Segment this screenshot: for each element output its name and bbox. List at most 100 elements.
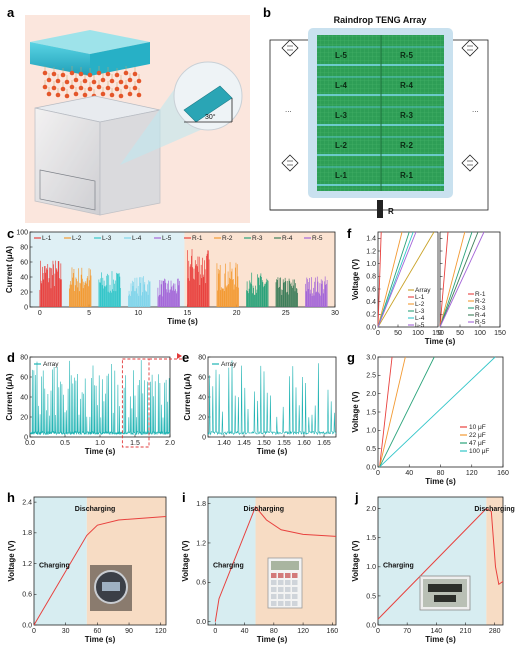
x-tick-label: 1.65 xyxy=(317,440,331,447)
legend-entry: R-1 xyxy=(475,291,486,298)
x-tick-label: 0 xyxy=(32,628,36,635)
drop-mark xyxy=(64,93,70,99)
drop-mark xyxy=(82,92,88,98)
calculator-key xyxy=(292,587,298,592)
drop-mark xyxy=(96,70,102,76)
x-axis-label: Time (s) xyxy=(257,447,288,456)
dots-left: ... xyxy=(285,105,292,114)
panel-letter-h: h xyxy=(7,490,15,505)
box-front xyxy=(34,107,101,216)
unit-label-left: L-2 xyxy=(335,141,348,150)
legend-entry: L-5 xyxy=(415,322,425,329)
calculator-key xyxy=(271,580,277,585)
x-tick-label: 60 xyxy=(93,628,101,635)
x-tick-label: 160 xyxy=(497,470,509,477)
charging-curve xyxy=(379,356,496,468)
y-tick-label: 0.0 xyxy=(196,619,206,626)
panel-letter-a: a xyxy=(7,5,15,20)
y-tick-label: 60 xyxy=(20,374,28,381)
x-axis-label: Time (s) xyxy=(425,635,456,644)
panel-h: 0 30 60 90 120 0.0 0.6 1.2 1.8 2.4 Time (s) Voltage… xyxy=(7,496,167,644)
y-tick-label: 20 xyxy=(198,414,206,421)
y-tick-label: 0.0 xyxy=(366,324,376,331)
legend-entry: Array xyxy=(43,361,59,368)
legend-entry: L-5 xyxy=(162,235,172,242)
voltage-curve xyxy=(33,516,167,626)
x-tick-label: 100 xyxy=(412,330,424,337)
drop-mark xyxy=(91,79,97,85)
plot-frame xyxy=(207,496,337,626)
x-axis-label: Time (s) xyxy=(85,447,116,456)
x-tick-label: 0 xyxy=(376,470,380,477)
drop-mark xyxy=(105,85,111,91)
y-tick-label: 40 xyxy=(20,274,28,281)
charging-label: Charging xyxy=(383,562,414,569)
resistor-label: R xyxy=(388,207,394,216)
charging-curve xyxy=(439,231,449,328)
x-tick-label: 20 xyxy=(233,310,241,317)
unit-label-right: R-4 xyxy=(400,81,413,90)
y-tick-label: 1.4 xyxy=(366,236,376,243)
y-tick-label: 0 xyxy=(202,434,206,441)
x-tick-label: 40 xyxy=(241,628,249,635)
discharging-label: Discharging xyxy=(244,506,284,513)
drop-mark xyxy=(78,71,84,77)
x-tick-label: 150 xyxy=(432,330,444,337)
legend-entry: R-3 xyxy=(252,235,263,242)
drop-mark xyxy=(69,70,75,76)
y-tick-label: 20 xyxy=(20,414,28,421)
legend-entry: 47 μF xyxy=(469,440,486,447)
x-axis-label: Time (s) xyxy=(85,635,116,644)
unit-label-left: L-3 xyxy=(335,111,348,120)
x-tick-label: 25 xyxy=(282,310,290,317)
drop-mark xyxy=(105,71,111,77)
x-tick-label: 120 xyxy=(297,628,309,635)
panel-letter-g: g xyxy=(347,350,355,365)
x-tick-label: 1.5 xyxy=(130,440,140,447)
plot-frame xyxy=(33,496,167,626)
drop-mark xyxy=(132,71,138,77)
panel-g: 0 40 80 120 160 0.0 0.5 1.0 1.5 2.0 2.5 3.0 Time (s)… xyxy=(351,354,509,486)
plot-frame xyxy=(377,496,504,626)
calculator-key xyxy=(271,573,277,578)
unit-label-right: R-2 xyxy=(400,141,413,150)
charging-curve xyxy=(377,231,382,328)
y-tick-label: 0.8 xyxy=(366,274,376,281)
drop-mark xyxy=(78,85,84,91)
calculator-key xyxy=(285,580,291,585)
charging-curve xyxy=(377,231,403,328)
x-tick-label: 0 xyxy=(38,310,42,317)
y-tick-label: 3.0 xyxy=(366,354,376,361)
drop-mark xyxy=(42,70,48,76)
bridge-rectifier xyxy=(281,39,299,57)
x-axis-label: Time (s) xyxy=(167,317,198,326)
bridge-rectifier xyxy=(281,154,299,172)
y-tick-label: 0.4 xyxy=(366,299,376,306)
x-tick-label: 1.0 xyxy=(95,440,105,447)
calculator-key xyxy=(271,594,277,599)
y-tick-label: 1.5 xyxy=(366,535,376,542)
panel-d: 0.0 0.5 1.0 1.5 2.0 0 20 40 60 80 Time (s) Current … xyxy=(5,353,182,456)
array-title: Raindrop TENG Array xyxy=(334,15,427,25)
x-tick-label: 150 xyxy=(494,330,506,337)
x-tick-label: 100 xyxy=(474,330,486,337)
drop-mark xyxy=(51,85,57,91)
panel-j: 0 70 140 210 280 0.0 0.5 1.0 1.5 2.0 Time (s) Volta… xyxy=(351,496,515,644)
discharging-label: Discharging xyxy=(474,506,514,513)
panel-i: 0 40 80 120 160 0.0 0.6 1.2 1.8 Time (s) Voltage (… xyxy=(181,496,338,644)
drop-mark xyxy=(114,72,120,78)
x-tick-label: 120 xyxy=(155,628,167,635)
water-tank-right xyxy=(90,42,150,76)
x-tick-label: 1.50 xyxy=(257,440,271,447)
x-tick-label: 1.40 xyxy=(217,440,231,447)
y-tick-label: 40 xyxy=(198,394,206,401)
x-tick-label: 120 xyxy=(466,470,478,477)
drop-mark xyxy=(60,86,66,92)
charging-curve xyxy=(439,231,479,328)
y-tick-label: 0.2 xyxy=(366,312,376,319)
drop-mark xyxy=(55,92,61,98)
resistor xyxy=(377,200,383,218)
zoom-arrowhead xyxy=(177,353,182,359)
y-tick-label: 100 xyxy=(16,229,28,236)
